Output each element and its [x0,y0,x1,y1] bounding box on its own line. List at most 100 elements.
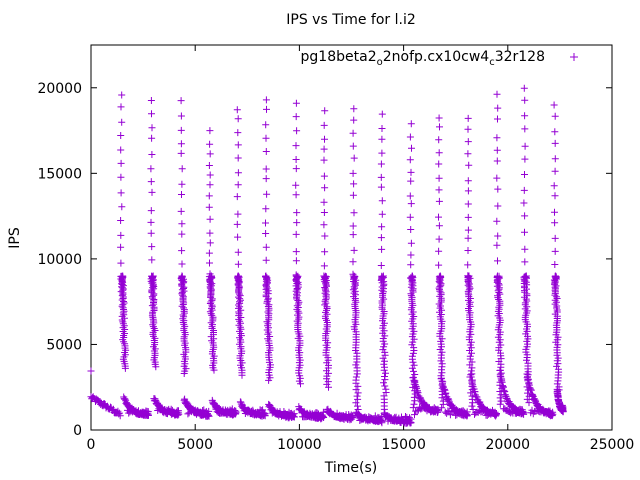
data-point [349,286,357,294]
data-point [495,296,503,303]
data-point [462,409,470,417]
data-point [481,407,489,415]
data-point [439,400,447,408]
data-point [521,258,529,266]
data-point [550,182,558,190]
x-tick-label: 20000 [486,437,531,453]
data-point [380,379,387,387]
data-point [382,369,389,377]
data-point [378,110,386,118]
data-point [150,307,158,314]
data-point [180,309,188,317]
data-point [352,399,360,407]
data-point [293,209,301,217]
data-point [292,191,300,199]
data-point [497,397,505,405]
data-point [465,296,472,304]
data-point [377,160,385,168]
data-point [178,247,186,255]
data-point [523,395,531,403]
data-point [492,411,500,419]
data-point [524,389,532,397]
data-point [320,145,328,153]
data-point [406,133,414,141]
y-tick-label: 0 [73,423,82,439]
x-tick-label: 10000 [277,437,322,453]
data-point [350,209,358,217]
data-point [381,376,389,384]
data-point [320,262,328,270]
data-point [380,295,388,303]
data-point [321,184,329,192]
data-point [321,232,329,240]
data-point [551,247,559,255]
data-point [207,319,215,327]
data-point [147,207,155,215]
data-point [353,370,361,378]
data-point [147,229,155,237]
chart-title: IPS vs Time for l.i2 [286,12,416,28]
data-point [521,245,529,253]
data-point [435,222,443,230]
data-point [407,415,415,423]
data-point [494,287,502,295]
data-point [175,407,182,415]
data-point [148,151,156,158]
data-point [435,160,443,168]
data-point [468,364,476,372]
data-point [206,140,214,148]
data-point [350,246,358,254]
data-point [260,409,268,417]
data-point [436,123,443,131]
data-point [435,235,443,243]
data-point [234,141,242,149]
data-point [464,187,472,195]
data-point [435,114,443,122]
data-point [349,231,357,239]
data-point [438,404,446,412]
data-point [352,379,360,387]
data-point [521,293,528,301]
data-point [117,217,125,224]
data-point [435,136,443,144]
data-point [234,248,242,256]
data-point [206,181,214,189]
data-point [379,354,387,362]
data-point [354,382,362,390]
data-point [234,233,242,241]
data-point [117,173,125,181]
data-point [206,239,214,247]
data-point [118,91,126,99]
data-point [449,407,457,415]
data-point [435,149,443,157]
data-point [377,234,385,242]
data-point [378,149,386,157]
data-point [118,203,126,211]
data-point [147,97,155,104]
data-point [177,140,185,148]
data-point [407,283,415,291]
data-point [408,144,415,152]
data-point [464,177,472,185]
data-point [290,410,298,418]
data-point [521,155,529,163]
data-point [262,256,270,264]
data-point [438,394,446,402]
data-point [446,411,454,419]
data-point [148,124,156,132]
data-point [205,162,213,169]
data-point [178,290,186,298]
data-point [317,412,325,420]
data-point [494,185,502,193]
data-point [468,349,475,357]
data-point [177,149,185,157]
data-point [466,355,474,363]
data-point [231,407,239,414]
data-point [148,134,156,142]
data-point [551,155,559,163]
data-point [450,407,458,414]
data-point [464,234,472,242]
data-point [292,248,300,256]
data-point [117,189,125,197]
data-point [293,219,301,227]
